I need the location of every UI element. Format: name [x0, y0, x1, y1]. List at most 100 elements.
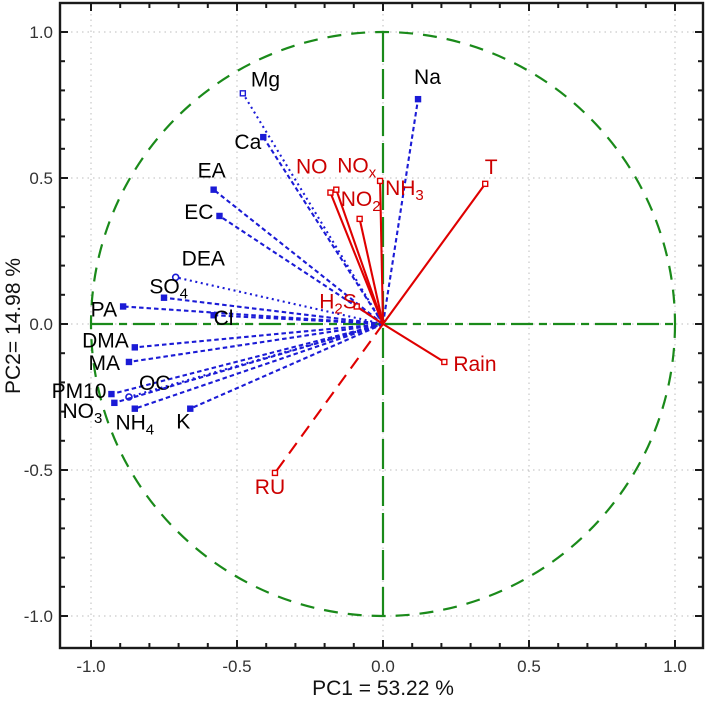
marker-pa: [119, 303, 127, 310]
label-segment: NO: [63, 400, 95, 423]
vector-no3: [114, 322, 384, 404]
label-k: K: [176, 411, 190, 434]
vector-rain: [382, 323, 445, 363]
marker-mg: [239, 90, 247, 97]
x-tick-label: 0.0: [371, 657, 395, 676]
marker-dea: [171, 273, 180, 282]
label-ma: MA: [88, 352, 120, 375]
label-t: T: [485, 156, 498, 179]
label-nh3: NH3: [385, 177, 424, 204]
marker-dma: [131, 344, 139, 351]
label-segment: 3: [94, 410, 102, 427]
label-dea: DEA: [182, 247, 225, 270]
label-h2s: H2S: [319, 290, 357, 317]
label-nox: NOx: [337, 155, 377, 182]
marker-nh3: [376, 177, 384, 185]
label-ea: EA: [198, 160, 226, 183]
marker-no2: [356, 215, 363, 223]
marker-nox: [333, 186, 340, 193]
vector-ma: [128, 322, 384, 363]
marker-no3: [111, 399, 118, 407]
label-na: Na: [414, 66, 441, 89]
label-no3: NO3: [63, 400, 103, 427]
vector-dea: [175, 276, 384, 326]
label-cl: Cl: [214, 307, 234, 330]
marker-rain: [441, 358, 448, 366]
vector-pa: [123, 305, 384, 326]
vector-no: [329, 192, 384, 325]
marker-cl: [210, 312, 217, 319]
vector-k: [189, 323, 384, 410]
label-segment: EA: [198, 160, 226, 183]
marker-so4: [160, 294, 168, 301]
label-so4: SO4: [149, 276, 188, 303]
label-segment: 4: [180, 286, 188, 303]
vector-nh3: [379, 180, 385, 325]
label-segment: OC: [139, 372, 171, 395]
vector-no2: [358, 218, 385, 325]
label-segment: Rain: [453, 353, 496, 376]
y-tick-label: 1.0: [29, 23, 53, 42]
marker-ca: [260, 133, 267, 141]
label-segment: 2: [372, 198, 380, 215]
label-ec: EC: [184, 201, 213, 224]
label-dma: DMA: [82, 329, 129, 352]
marker-na: [414, 95, 422, 103]
label-segment: PA: [91, 298, 117, 321]
label-segment: Na: [414, 66, 441, 89]
label-segment: 4: [146, 422, 154, 439]
plot-generated-content: -1.0 -1.0 -0.5 -0.5 0.0 0.0 0.5 0.5 1.0 1.0 Mg Ca Na…: [24, 1, 705, 676]
label-oc: OC: [139, 372, 171, 395]
label-segment: Ca: [234, 131, 261, 154]
label-segment: DEA: [182, 247, 225, 270]
label-ru: RU: [255, 476, 285, 499]
vector-cl: [213, 314, 384, 326]
label-segment: H: [319, 290, 334, 313]
label-segment: Cl: [214, 307, 234, 330]
vector-pm10: [111, 322, 384, 396]
label-segment: EC: [184, 201, 213, 224]
vector-nox: [335, 189, 384, 325]
x-tick-label: -0.5: [222, 657, 251, 676]
label-segment: NO: [341, 188, 373, 211]
label-segment: x: [369, 165, 377, 182]
label-segment: K: [176, 411, 190, 434]
marker-no: [327, 189, 334, 196]
marker-ma: [125, 358, 133, 366]
marker-ru: [271, 469, 279, 477]
marker-k: [187, 405, 194, 412]
label-rain: Rain: [453, 353, 496, 376]
y-tick-label: -1.0: [24, 607, 53, 626]
label-segment: NO: [296, 156, 328, 179]
marker-h2s: [353, 303, 360, 310]
vector-nh4: [134, 323, 384, 410]
x-axis-title: PC1 = 53.22 %: [312, 677, 454, 700]
marker-ec: [216, 212, 223, 220]
label-segment: 3: [415, 187, 423, 204]
vector-so4: [163, 296, 384, 326]
label-segment: Mg: [251, 68, 280, 91]
label-segment: T: [485, 156, 498, 179]
marker-ea: [210, 186, 217, 193]
label-segment: PM10: [52, 380, 107, 403]
label-pa: PA: [91, 298, 117, 321]
vector-ru: [274, 323, 384, 474]
y-tick-label: 0.5: [29, 169, 53, 188]
y-tick-label: 0.0: [29, 315, 53, 334]
plot-frame: [58, 1, 705, 650]
label-nh4: NH4: [115, 412, 154, 439]
label-segment: 2: [334, 300, 342, 317]
x-tick-label: 1.0: [663, 657, 687, 676]
vector-mg: [241, 92, 384, 325]
label-segment: NH: [385, 177, 415, 200]
label-no: NO: [296, 156, 328, 179]
vector-na: [381, 98, 420, 325]
label-segment: SO: [149, 276, 179, 299]
vector-t: [382, 183, 487, 325]
label-segment: S: [343, 290, 357, 313]
label-ca: Ca: [234, 131, 261, 154]
marker-t: [482, 180, 489, 188]
